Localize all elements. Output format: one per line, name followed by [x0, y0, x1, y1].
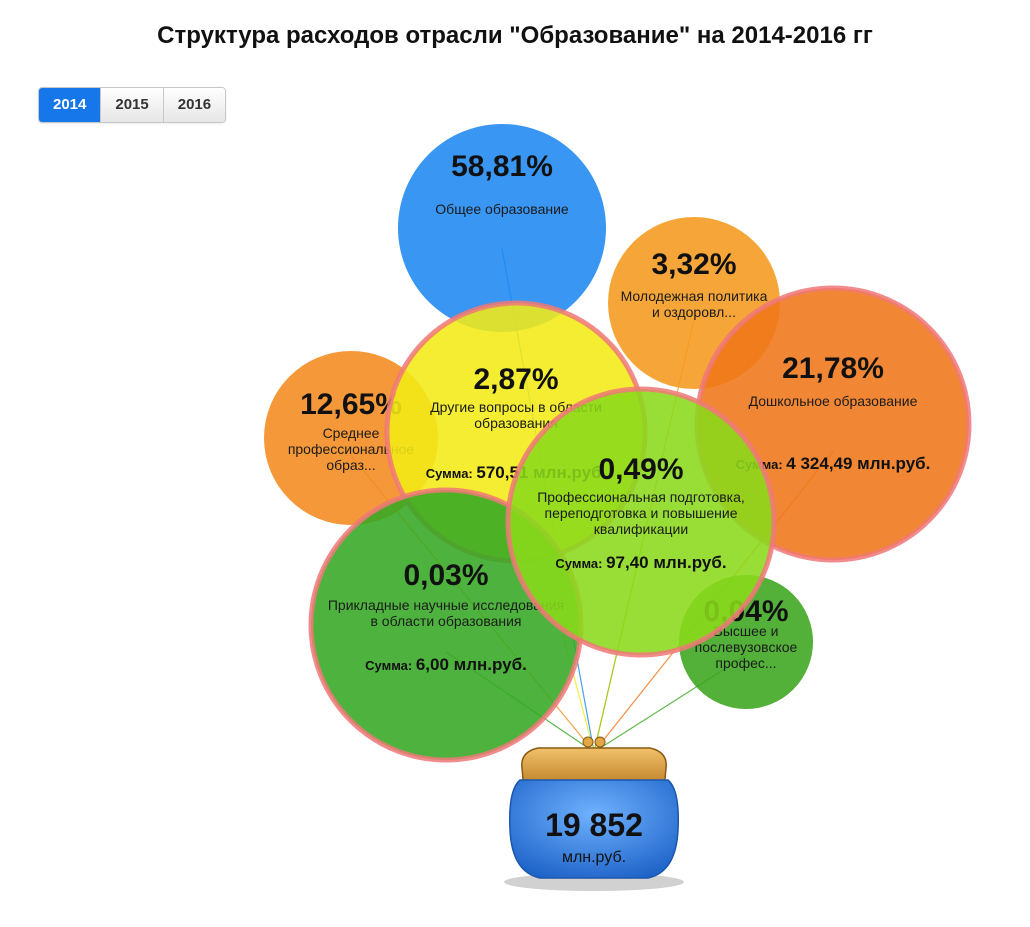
balloon-professional[interactable]: 0,49% Профессиональная подготовка,перепод… — [505, 386, 777, 658]
category-label-secondary: Среднее — [323, 425, 380, 441]
balloon-circle-professional — [505, 386, 777, 658]
category-label-professional: Профессиональная подготовка, — [537, 489, 745, 505]
sum-label-professional: Сумма: 97,40 млн.руб. — [555, 553, 726, 572]
category-label-youth: и оздоровл... — [652, 304, 736, 320]
category-label-higher: профес... — [715, 655, 776, 671]
wallet-clasp-knob-right — [594, 736, 606, 748]
sum-value: 6,00 млн.руб. — [416, 655, 527, 674]
percent-label-preschool: 21,78% — [782, 352, 884, 385]
category-label-professional: переподготовка и повышение — [545, 505, 738, 521]
year-tab-2014[interactable]: 2014 — [39, 88, 101, 122]
sum-prefix: Сумма: — [426, 466, 477, 481]
year-tabs: 2014 2015 2016 — [38, 87, 227, 123]
wallet-body — [508, 779, 680, 879]
wallet: 19 852 млн.руб. — [504, 736, 684, 891]
wallet-total: 19 852 — [545, 807, 643, 843]
wallet-clasp-knob-left — [582, 736, 594, 748]
percent-label-applied: 0,03% — [403, 559, 488, 592]
sum-value: 4 324,49 млн.руб. — [786, 454, 930, 473]
percent-label-secondary: 12,65% — [300, 388, 402, 421]
percent-label-professional: 0,49% — [598, 453, 683, 486]
category-label-other: Другие вопросы в области — [430, 399, 602, 415]
percent-label-general: 58,81% — [451, 150, 553, 183]
category-label-preschool: Дошкольное образование — [749, 393, 918, 409]
balloon-layer: 58,81% Общее образование 3,32% Молодежная п… — [264, 124, 972, 763]
percent-label-other: 2,87% — [473, 363, 558, 396]
sum-value: 97,40 млн.руб. — [606, 553, 726, 572]
year-tab-2016[interactable]: 2016 — [162, 88, 226, 122]
balloon-general[interactable]: 58,81% Общее образование — [398, 124, 606, 332]
category-label-secondary: образ... — [326, 457, 375, 473]
category-label-youth: Молодежная политика — [621, 288, 768, 304]
page-title: Структура расходов отрасли "Образование"… — [157, 22, 873, 49]
category-label-general: Общее образование — [435, 201, 569, 217]
year-tab-2015[interactable]: 2015 — [100, 88, 163, 122]
sum-prefix: Сумма: — [365, 658, 416, 673]
category-label-professional: квалификации — [594, 521, 688, 537]
category-label-applied: в области образования — [370, 613, 521, 629]
category-label-other: образования — [474, 415, 557, 431]
balloon-circle-general — [398, 124, 606, 332]
percent-label-youth: 3,32% — [651, 248, 736, 281]
sum-label-applied: Сумма: 6,00 млн.руб. — [365, 655, 527, 674]
wallet-unit: млн.руб. — [562, 849, 626, 866]
category-label-higher: Высшее и — [714, 623, 779, 639]
sum-prefix: Сумма: — [555, 556, 606, 571]
category-label-applied: Прикладные научные исследования — [328, 597, 564, 613]
category-label-secondary: профессиональное — [288, 441, 415, 457]
category-label-higher: послевузовское — [695, 639, 798, 655]
